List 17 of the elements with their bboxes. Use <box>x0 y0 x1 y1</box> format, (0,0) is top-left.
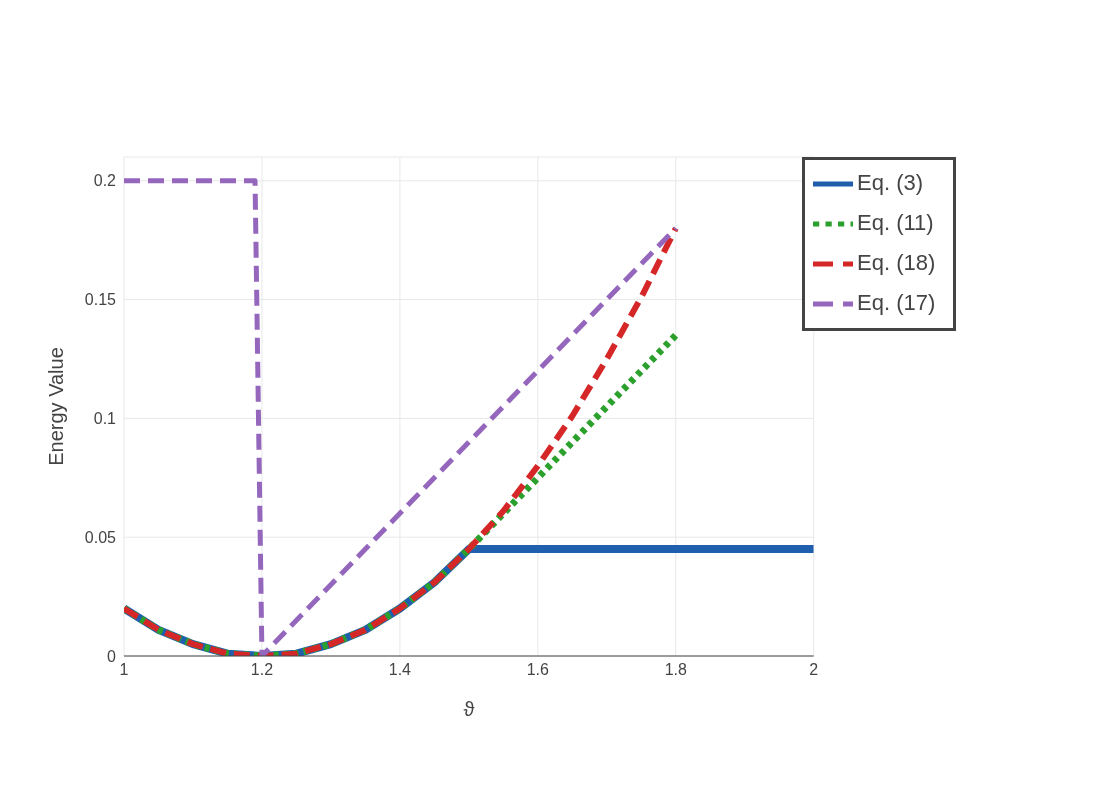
y-tick-label: 0.05 <box>84 528 117 546</box>
y-tick-label: 0.2 <box>93 172 117 190</box>
x-tick-label: 1.8 <box>664 661 688 679</box>
legend-label: Eq. (17) <box>857 289 936 315</box>
x-tick-label: 1 <box>119 661 129 679</box>
x-tick-label: 2 <box>809 661 819 679</box>
y-tick-label: 0.1 <box>93 410 117 428</box>
x-tick-label: 1.4 <box>388 661 412 679</box>
legend-label: Eq. (18) <box>857 249 936 275</box>
legend-label: Eq. (3) <box>857 169 924 195</box>
legend-label: Eq. (11) <box>857 209 934 235</box>
x-axis-title: ϑ <box>463 698 475 720</box>
y-tick-label: 0 <box>107 647 117 665</box>
x-tick-label: 1.2 <box>250 661 274 679</box>
y-tick-label: 0.15 <box>84 291 117 309</box>
y-axis-title: Energy Value <box>45 347 68 466</box>
x-tick-label: 1.6 <box>526 661 550 679</box>
